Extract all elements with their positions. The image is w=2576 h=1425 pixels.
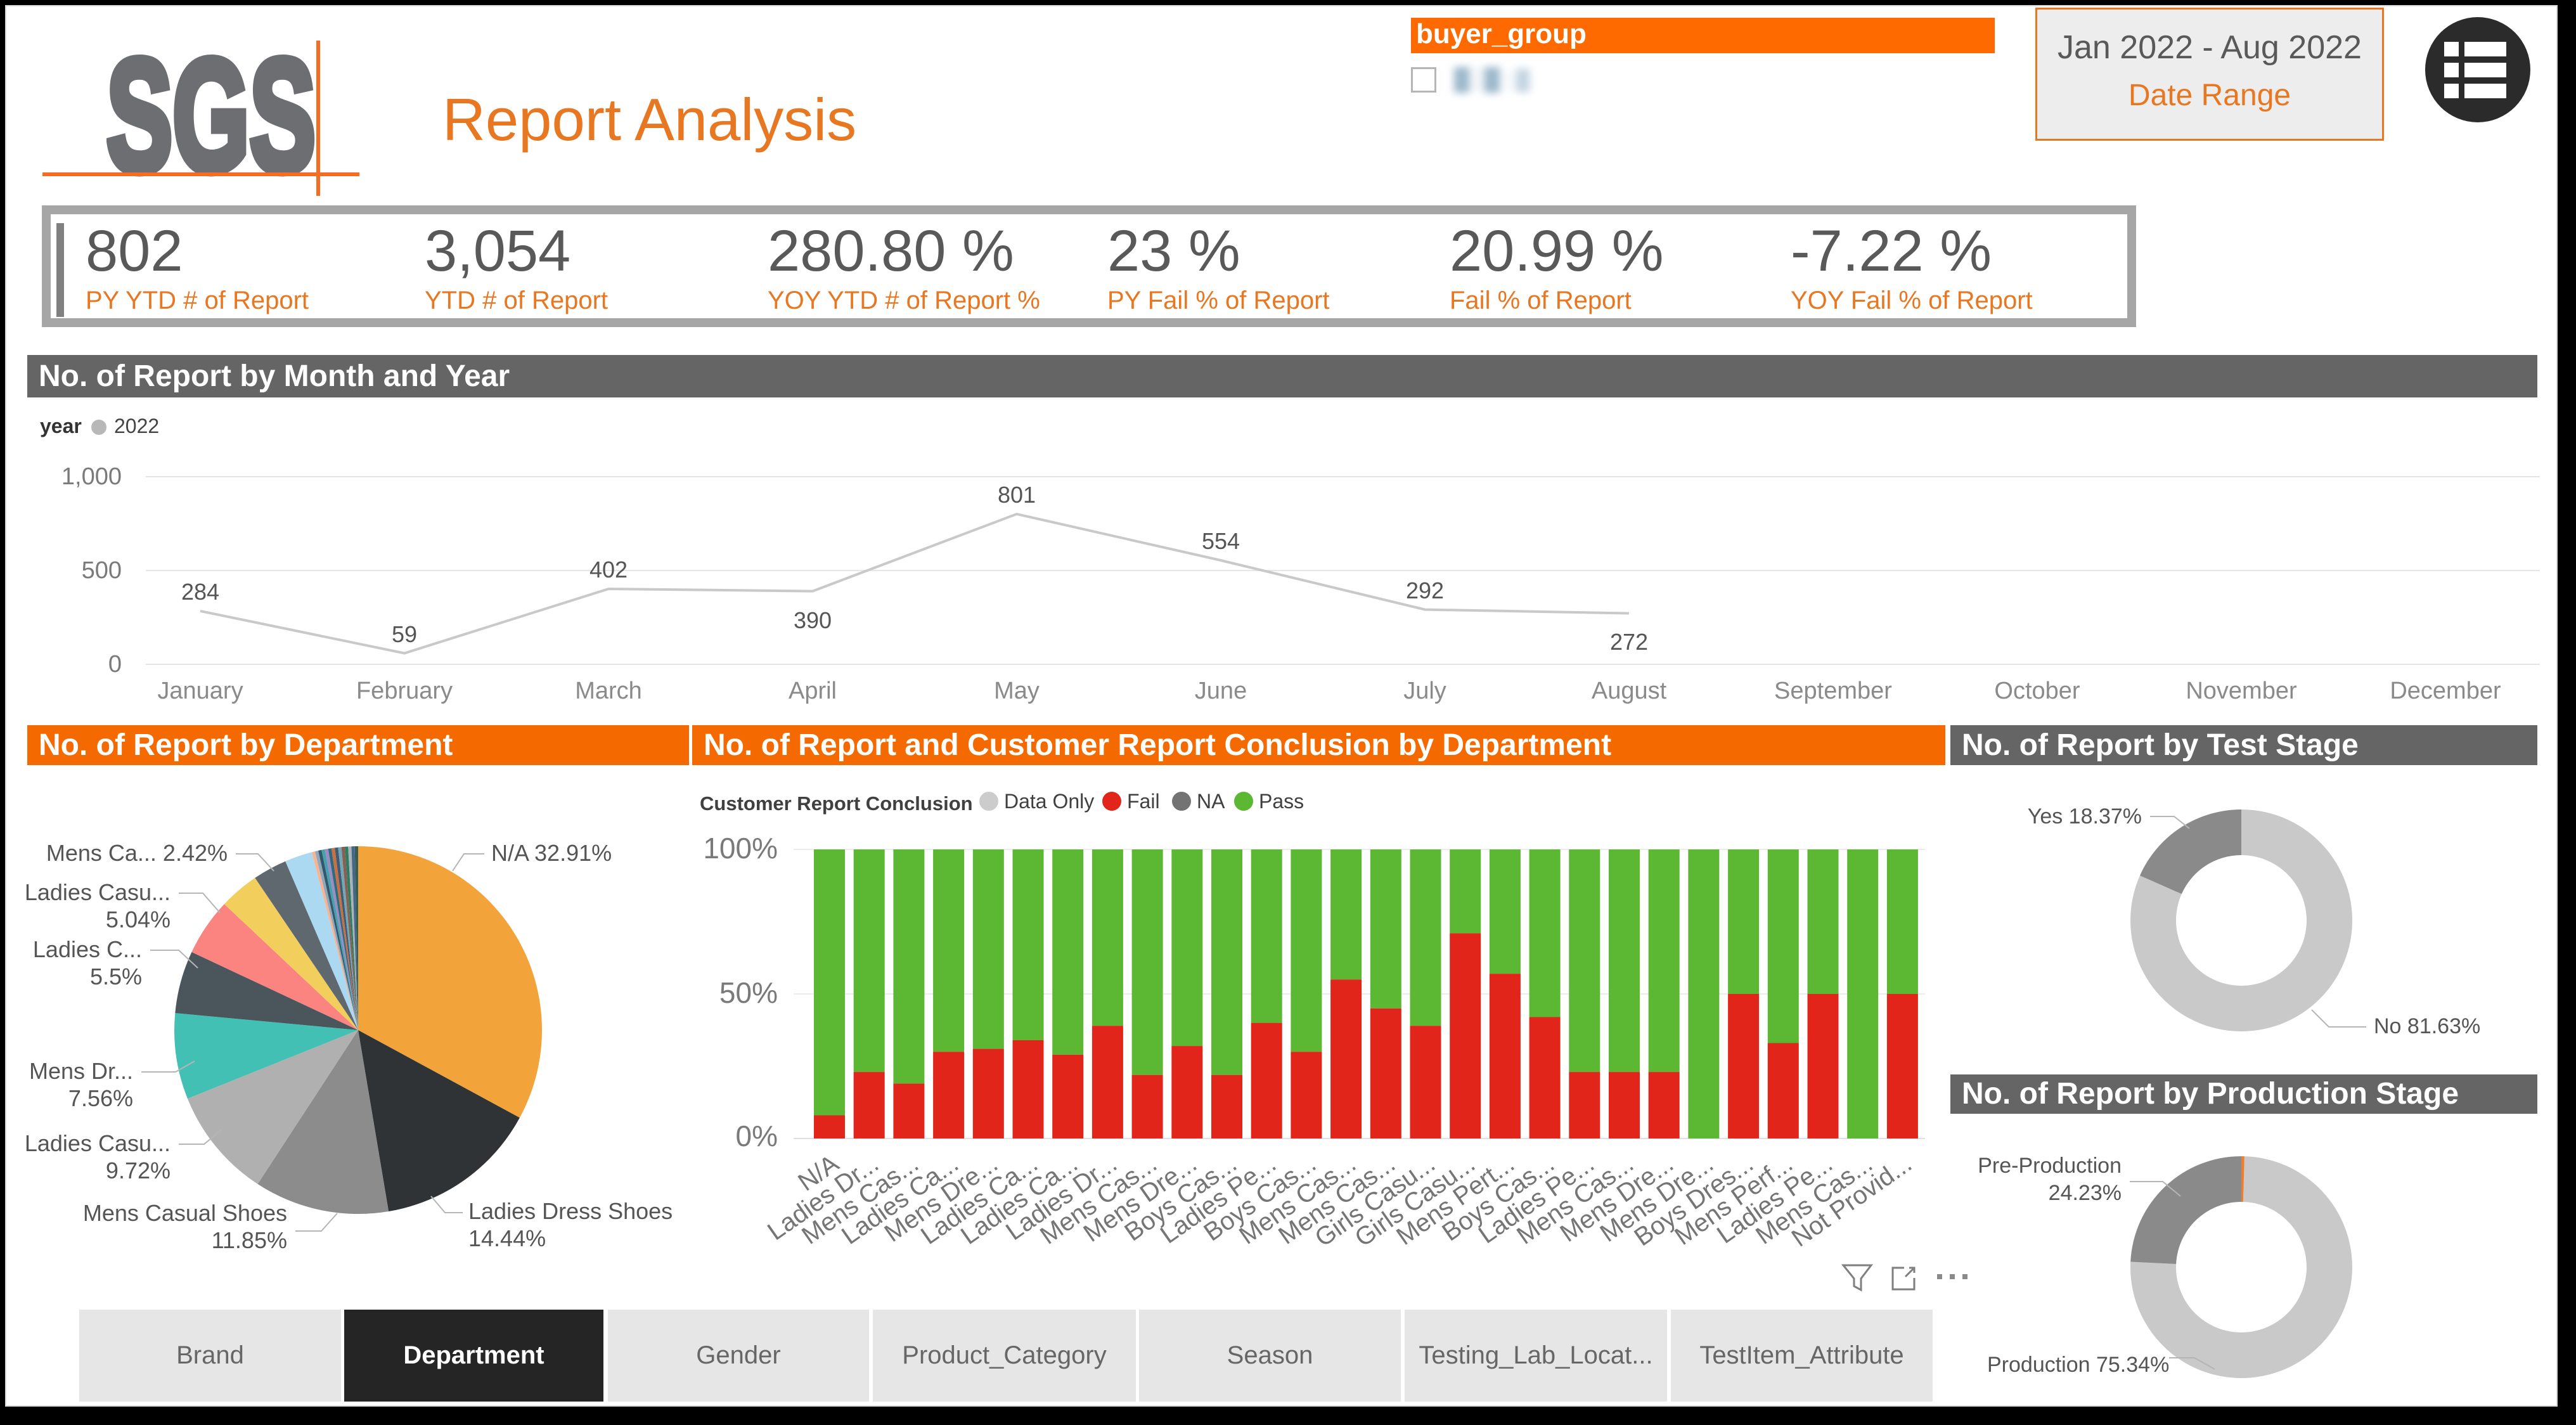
svg-text:June: June [1195,678,1247,704]
svg-text:50%: 50% [719,976,778,1009]
svg-text:November: November [2186,678,2297,704]
svg-text:Mens Dr...: Mens Dr... [29,1058,133,1084]
svg-text:292: 292 [1406,577,1444,603]
svg-text:Ladies Casu...: Ladies Casu... [25,1130,171,1156]
svg-text:5.04%: 5.04% [106,906,171,932]
svg-text:NA: NA [1197,790,1225,813]
svg-text:11.85%: 11.85% [212,1227,287,1253]
svg-text:9.72%: 9.72% [106,1157,171,1183]
svg-text:September: September [1774,678,1892,704]
svg-text:No 81.63%: No 81.63% [2374,1014,2480,1038]
svg-text:May: May [994,678,1040,704]
svg-text:Ladies C...: Ladies C... [33,936,142,962]
svg-text:Mens Casual Shoes: Mens Casual Shoes [83,1200,287,1226]
svg-text:Ladies Casu...: Ladies Casu... [25,879,171,905]
svg-text:0: 0 [108,651,122,678]
svg-text:July: July [1403,678,1446,704]
svg-text:Fail: Fail [1127,790,1160,813]
svg-text:402: 402 [589,557,628,583]
svg-text:272: 272 [1610,629,1648,655]
svg-text:24.23%: 24.23% [2049,1181,2122,1205]
svg-text:December: December [2390,678,2501,704]
svg-text:59: 59 [392,621,417,647]
svg-text:14.44%: 14.44% [468,1225,546,1251]
svg-text:April: April [789,678,837,704]
svg-text:554: 554 [1202,528,1240,554]
svg-text:October: October [1994,678,2080,704]
svg-text:Data Only: Data Only [1004,790,1094,813]
svg-text:N/A 32.91%: N/A 32.91% [491,840,612,866]
svg-text:March: March [575,678,642,704]
svg-text:284: 284 [181,579,219,605]
svg-text:390: 390 [794,607,832,633]
svg-text:January: January [157,678,243,704]
svg-text:100%: 100% [703,832,778,865]
svg-text:801: 801 [998,482,1036,508]
svg-text:1,000: 1,000 [61,463,122,490]
svg-text:Yes 18.37%: Yes 18.37% [2028,804,2142,829]
svg-text:0%: 0% [736,1119,778,1152]
svg-text:Production 75.34%: Production 75.34% [1987,1353,2169,1377]
svg-text:500: 500 [82,557,122,584]
svg-text:Mens Ca... 2.42%: Mens Ca... 2.42% [46,840,228,866]
svg-text:February: February [356,678,453,704]
svg-text:Ladies Dress Shoes: Ladies Dress Shoes [468,1198,673,1224]
svg-text:Pre-Production: Pre-Production [1978,1154,2122,1178]
svg-text:Pass: Pass [1259,790,1304,813]
svg-text:7.56%: 7.56% [68,1085,133,1111]
svg-text:August: August [1592,678,1667,704]
svg-text:5.5%: 5.5% [90,964,142,990]
